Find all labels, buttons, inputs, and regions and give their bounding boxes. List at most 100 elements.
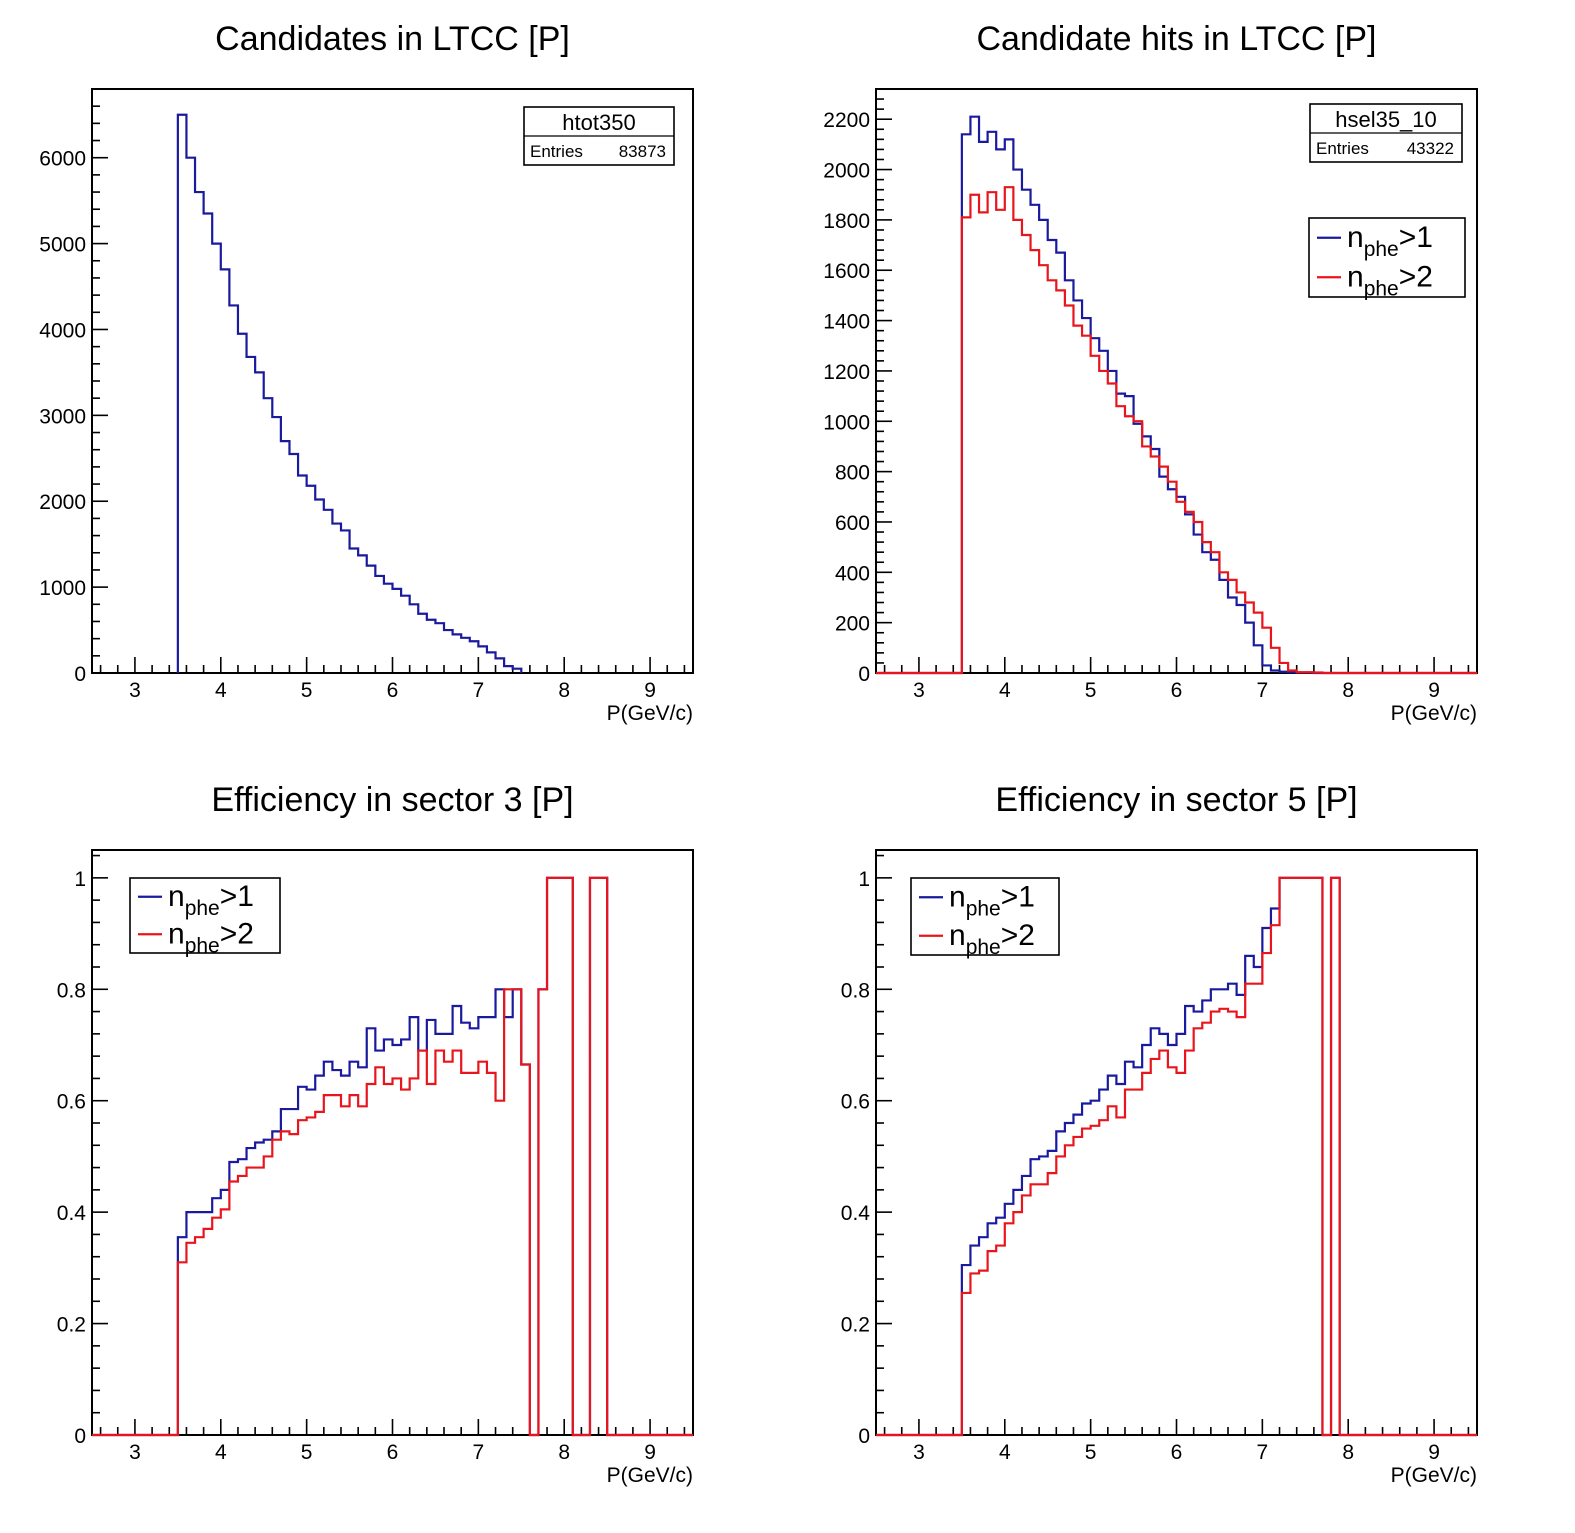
y-tick-label: 0.2 bbox=[57, 1314, 86, 1337]
y-tick-label: 1400 bbox=[823, 311, 870, 334]
legend-symbol: n bbox=[1347, 221, 1364, 254]
y-tick-label: 0.8 bbox=[57, 979, 86, 1002]
x-tick-label: 3 bbox=[129, 1441, 141, 1464]
histogram-series-1 bbox=[876, 876, 1477, 1437]
legend-entry-label: nphe>2 bbox=[1347, 260, 1433, 300]
legend-subscript: phe bbox=[185, 897, 220, 920]
x-tick-label: 7 bbox=[473, 679, 485, 702]
x-tick-label: 9 bbox=[1428, 679, 1440, 702]
y-tick-label: 600 bbox=[835, 512, 870, 535]
y-tick-label: 400 bbox=[835, 562, 870, 585]
y-axis: 0 1000 2000 3000 4000 5000 6000 bbox=[39, 88, 108, 686]
y-tick-label: 0.6 bbox=[841, 1091, 870, 1114]
y-tick-label: 0.6 bbox=[57, 1091, 86, 1114]
y-tick-label: 0.8 bbox=[841, 979, 870, 1002]
y-tick-label: 1600 bbox=[823, 260, 870, 283]
chart-pad-2: Candidate hits in LTCC [P] 3 4 5 6 7 8 9P(GeV/c… bbox=[823, 20, 1478, 725]
stats-box-name: hsel35_10 bbox=[1335, 107, 1437, 132]
x-axis-label: P(GeV/c) bbox=[1391, 1464, 1477, 1487]
y-tick-label: 1 bbox=[74, 868, 86, 891]
x-tick-label: 8 bbox=[1342, 679, 1354, 702]
x-axis: 3 4 5 6 7 8 9P(GeV/c) bbox=[99, 1419, 693, 1487]
x-tick-label: 5 bbox=[301, 679, 313, 702]
x-tick-label: 6 bbox=[1171, 1441, 1183, 1464]
chart-pad-1: Candidates in LTCC [P] 3 4 5 6 7 8 9P(GeV/c) 0 10… bbox=[39, 20, 694, 725]
x-tick-label: 5 bbox=[1085, 1441, 1097, 1464]
x-tick-label: 3 bbox=[129, 679, 141, 702]
y-tick-label: 1 bbox=[858, 868, 870, 891]
x-tick-label: 7 bbox=[1257, 679, 1269, 702]
stats-entries-label: Entries bbox=[1316, 139, 1369, 158]
histogram-series-1 bbox=[176, 113, 523, 673]
y-axis: 0 0.2 0.4 0.6 0.8 1 bbox=[57, 854, 108, 1448]
x-tick-label: 5 bbox=[301, 1441, 313, 1464]
x-tick-label: 8 bbox=[558, 679, 570, 702]
histogram-series-1 bbox=[876, 115, 1477, 675]
stats-box: hsel35_10 Entries 43322 bbox=[1309, 103, 1463, 163]
y-tick-label: 0 bbox=[74, 663, 86, 686]
legend-frame bbox=[910, 877, 1060, 956]
stats-box-name: htot350 bbox=[562, 110, 635, 135]
y-tick-label: 5000 bbox=[39, 234, 86, 257]
legend-symbol: n bbox=[168, 880, 185, 913]
x-tick-label: 5 bbox=[1085, 679, 1097, 702]
chart-title: Candidates in LTCC [P] bbox=[215, 20, 570, 58]
stats-entries-value: 43322 bbox=[1407, 139, 1454, 158]
legend-symbol: n bbox=[168, 917, 185, 950]
x-tick-label: 3 bbox=[913, 679, 925, 702]
legend-condition: >1 bbox=[220, 880, 254, 913]
legend-frame bbox=[129, 877, 281, 954]
chart-title: Candidate hits in LTCC [P] bbox=[977, 20, 1377, 58]
legend-entry-label: nphe>1 bbox=[168, 880, 254, 920]
x-tick-label: 8 bbox=[558, 1441, 570, 1464]
y-tick-label: 0.2 bbox=[841, 1314, 870, 1337]
histogram-series-2 bbox=[876, 876, 1477, 1437]
x-axis: 3 4 5 6 7 8 9P(GeV/c) bbox=[883, 1419, 1477, 1487]
y-tick-label: 0 bbox=[858, 1425, 870, 1448]
y-tick-label: 0.4 bbox=[841, 1202, 871, 1225]
chart-pad-4: Efficiency in sector 5 [P] 3 4 5 6 7 8 9P(GeV/c… bbox=[841, 781, 1478, 1487]
y-tick-label: 800 bbox=[835, 462, 870, 485]
x-tick-label: 7 bbox=[473, 1441, 485, 1464]
x-tick-label: 6 bbox=[387, 679, 399, 702]
y-axis: 0 0.2 0.4 0.6 0.8 1 bbox=[841, 854, 892, 1448]
histogram-series-1 bbox=[92, 876, 693, 1437]
legend-subscript: phe bbox=[1364, 238, 1399, 261]
legend-condition: >2 bbox=[1001, 919, 1035, 952]
legend-symbol: n bbox=[949, 880, 966, 913]
x-axis: 3 4 5 6 7 8 9P(GeV/c) bbox=[883, 657, 1477, 725]
y-tick-label: 0.4 bbox=[57, 1202, 87, 1225]
legend-subscript: phe bbox=[185, 934, 220, 957]
chart-pad-3: Efficiency in sector 3 [P] 3 4 5 6 7 8 9P(GeV/c… bbox=[57, 781, 694, 1487]
y-tick-label: 2000 bbox=[39, 491, 86, 514]
legend-entry-label: nphe>2 bbox=[949, 919, 1035, 959]
x-tick-label: 6 bbox=[387, 1441, 399, 1464]
legend-entry-label: nphe>2 bbox=[168, 917, 254, 957]
chart-title: Efficiency in sector 3 [P] bbox=[211, 781, 573, 819]
chart-title: Efficiency in sector 5 [P] bbox=[995, 781, 1357, 819]
legend-subscript: phe bbox=[966, 897, 1001, 920]
legend-symbol: n bbox=[949, 919, 966, 952]
x-axis: 3 4 5 6 7 8 9P(GeV/c) bbox=[99, 657, 693, 725]
y-tick-label: 0 bbox=[858, 663, 870, 686]
x-tick-label: 6 bbox=[1171, 679, 1183, 702]
y-tick-label: 3000 bbox=[39, 405, 86, 428]
legend-frame bbox=[1308, 217, 1466, 298]
plot-frame bbox=[875, 88, 1478, 674]
x-tick-label: 4 bbox=[999, 679, 1011, 702]
x-tick-label: 9 bbox=[644, 1441, 656, 1464]
y-tick-label: 2000 bbox=[823, 160, 870, 183]
legend-entry-label: nphe>1 bbox=[949, 880, 1035, 920]
legend-entry-label: nphe>1 bbox=[1347, 221, 1433, 261]
x-axis-label: P(GeV/c) bbox=[607, 1464, 693, 1487]
legend-condition: >2 bbox=[220, 917, 254, 950]
y-tick-label: 4000 bbox=[39, 319, 86, 342]
y-tick-label: 1200 bbox=[823, 361, 870, 384]
x-tick-label: 4 bbox=[215, 679, 227, 702]
legend-condition: >1 bbox=[1001, 880, 1035, 913]
